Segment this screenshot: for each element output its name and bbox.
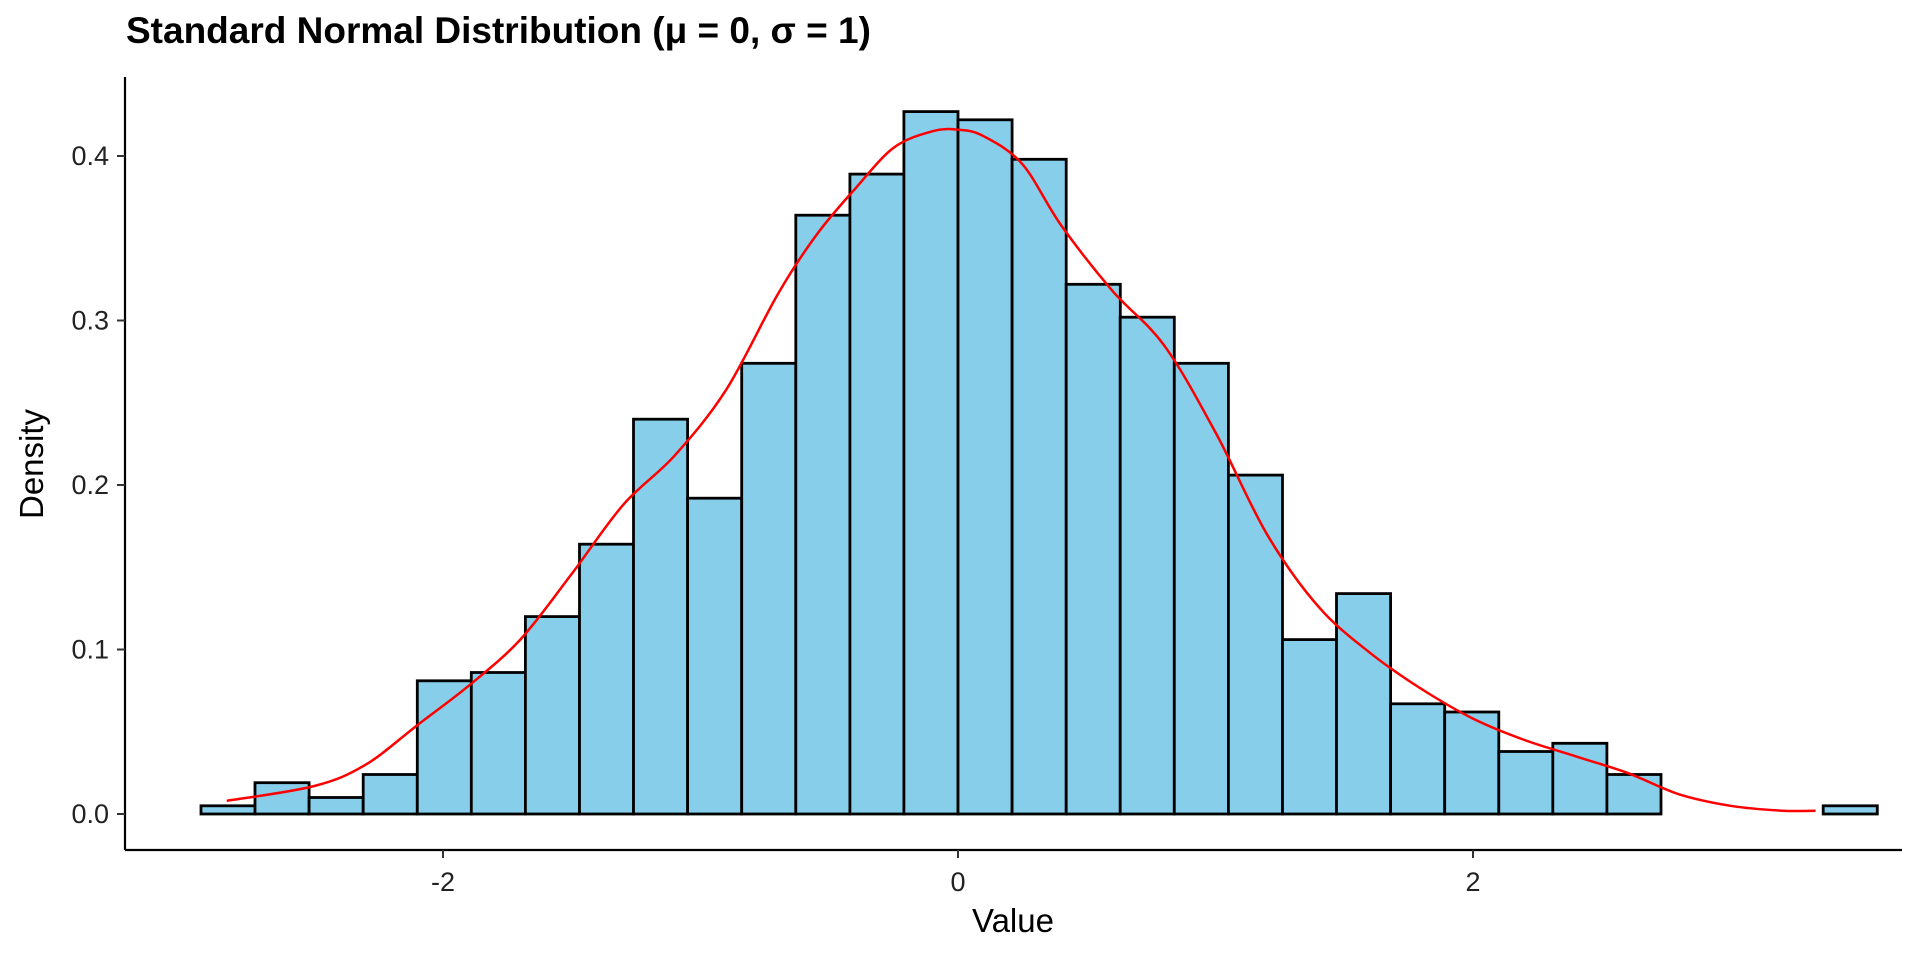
x-axis-title: Value [972,902,1054,939]
histogram-bar [469,671,527,816]
histogram-bar [1335,592,1392,816]
y-tick-label: 0.1 [71,635,109,665]
histogram-bar [1281,638,1338,816]
histogram-bar [1821,804,1879,816]
histogram-bar [1443,710,1501,816]
x-tick-label: 2 [1465,867,1480,897]
histogram-bar [848,172,906,816]
histogram-bar [1227,473,1284,816]
y-axis-ticks: 0.0 0.1 0.2 0.3 0.4 [71,141,125,829]
axes [123,77,1902,852]
histogram-bar [253,781,311,816]
histogram-bar [1551,741,1609,816]
histogram-bar [956,118,1014,816]
histogram-bar [578,542,635,816]
histogram-bars [199,110,1879,816]
histogram-bar [686,496,744,816]
histogram-bar [1605,773,1663,816]
y-tick-label: 0.0 [71,799,109,829]
histogram-bar [361,773,419,816]
histogram-bar [1389,702,1447,816]
histogram-bar [524,615,581,816]
chart-title: Standard Normal Distribution (μ = 0, σ =… [126,10,871,51]
y-tick-label: 0.3 [71,306,109,336]
histogram-bar [632,417,689,816]
histogram-bar [1010,157,1068,816]
histogram-bar [902,110,960,816]
y-tick-label: 0.2 [71,470,109,500]
x-tick-label: 0 [950,867,965,897]
histogram-bar [740,361,798,816]
histogram-bar [794,213,852,816]
histogram-bar [1064,282,1122,816]
histogram-bar [1497,750,1555,816]
histogram-bar [1172,361,1230,816]
histogram-bar [415,679,473,816]
histogram-bar [199,804,257,816]
y-axis-title: Density [13,408,50,519]
x-axis-ticks: -2 0 2 [431,850,1481,897]
density-curve [226,127,1816,813]
x-tick-label: -2 [431,867,455,897]
histogram-bar [307,796,365,816]
y-tick-label: 0.4 [71,141,109,171]
histogram-bar [1118,315,1176,816]
